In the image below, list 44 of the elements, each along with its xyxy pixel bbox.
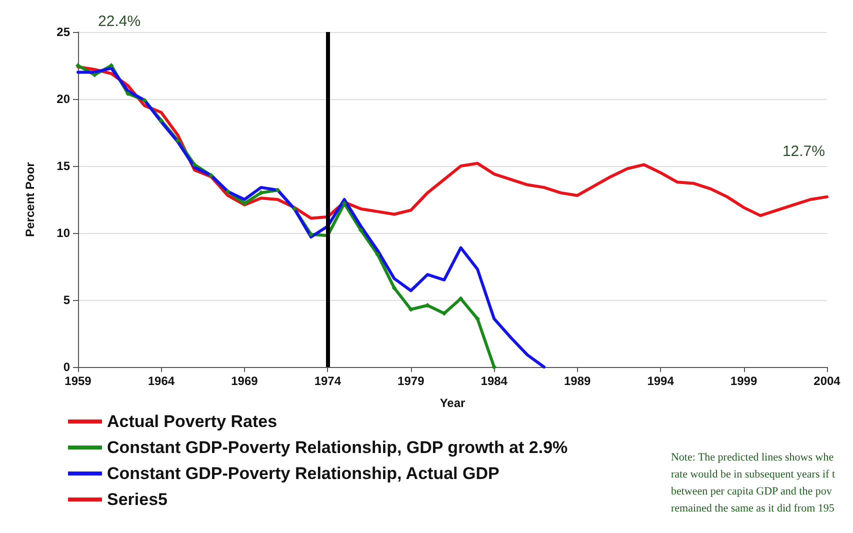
y-tick-label: 0 bbox=[63, 360, 70, 374]
point bbox=[308, 232, 314, 237]
x-axis-title: Year bbox=[440, 396, 466, 410]
point bbox=[242, 201, 247, 206]
x-tick-label: 1994 bbox=[647, 374, 674, 388]
y-tick-label: 10 bbox=[56, 226, 70, 240]
legend-label: Constant GDP-Poverty Relationship, Actual GDP bbox=[107, 464, 500, 483]
point bbox=[292, 206, 297, 212]
point bbox=[125, 91, 130, 96]
point bbox=[92, 72, 98, 78]
y-axis-title: Percent Poor bbox=[23, 162, 37, 237]
point bbox=[192, 162, 198, 168]
legend-label: Actual Poverty Rates bbox=[107, 412, 278, 431]
y-tick-label: 15 bbox=[56, 159, 70, 173]
point bbox=[225, 188, 230, 194]
x-tick-label: 1999 bbox=[730, 374, 758, 388]
x-tick-label: 1969 bbox=[231, 374, 258, 388]
annotation: 22.4% bbox=[98, 12, 141, 30]
y-tick-label: 20 bbox=[56, 92, 70, 106]
point bbox=[392, 285, 397, 290]
point bbox=[375, 252, 380, 257]
text: Note: The predicted lines shows whe rate would be in subsequent years if t between per capita GDP and the pov remained the same as it did from 195 bbox=[670, 452, 836, 514]
legend-label: Constant GDP-Poverty Relationship, GDP growth at 2.9% bbox=[107, 438, 568, 457]
point bbox=[458, 296, 464, 302]
point bbox=[442, 310, 447, 316]
x-tick-label: 1984 bbox=[480, 374, 508, 388]
point bbox=[275, 188, 280, 193]
point bbox=[142, 98, 148, 103]
y-tick-label: 5 bbox=[63, 293, 70, 307]
y-tick-label: 25 bbox=[56, 25, 70, 39]
x-tick-label: 1964 bbox=[148, 374, 175, 388]
point bbox=[358, 228, 364, 233]
point bbox=[158, 118, 164, 123]
x-tick-label: 1989 bbox=[564, 374, 592, 388]
x-tick-label: 1959 bbox=[64, 374, 92, 388]
x-tick-label: 2004 bbox=[814, 374, 841, 388]
point bbox=[108, 63, 114, 68]
annotation: 12.7% bbox=[782, 142, 825, 160]
point bbox=[76, 63, 80, 68]
x-tick-label: 1979 bbox=[398, 374, 425, 388]
point bbox=[175, 138, 180, 144]
x-tick-label: 1974 bbox=[314, 374, 342, 388]
point bbox=[208, 172, 214, 178]
legend-label: Series5 bbox=[107, 490, 168, 509]
